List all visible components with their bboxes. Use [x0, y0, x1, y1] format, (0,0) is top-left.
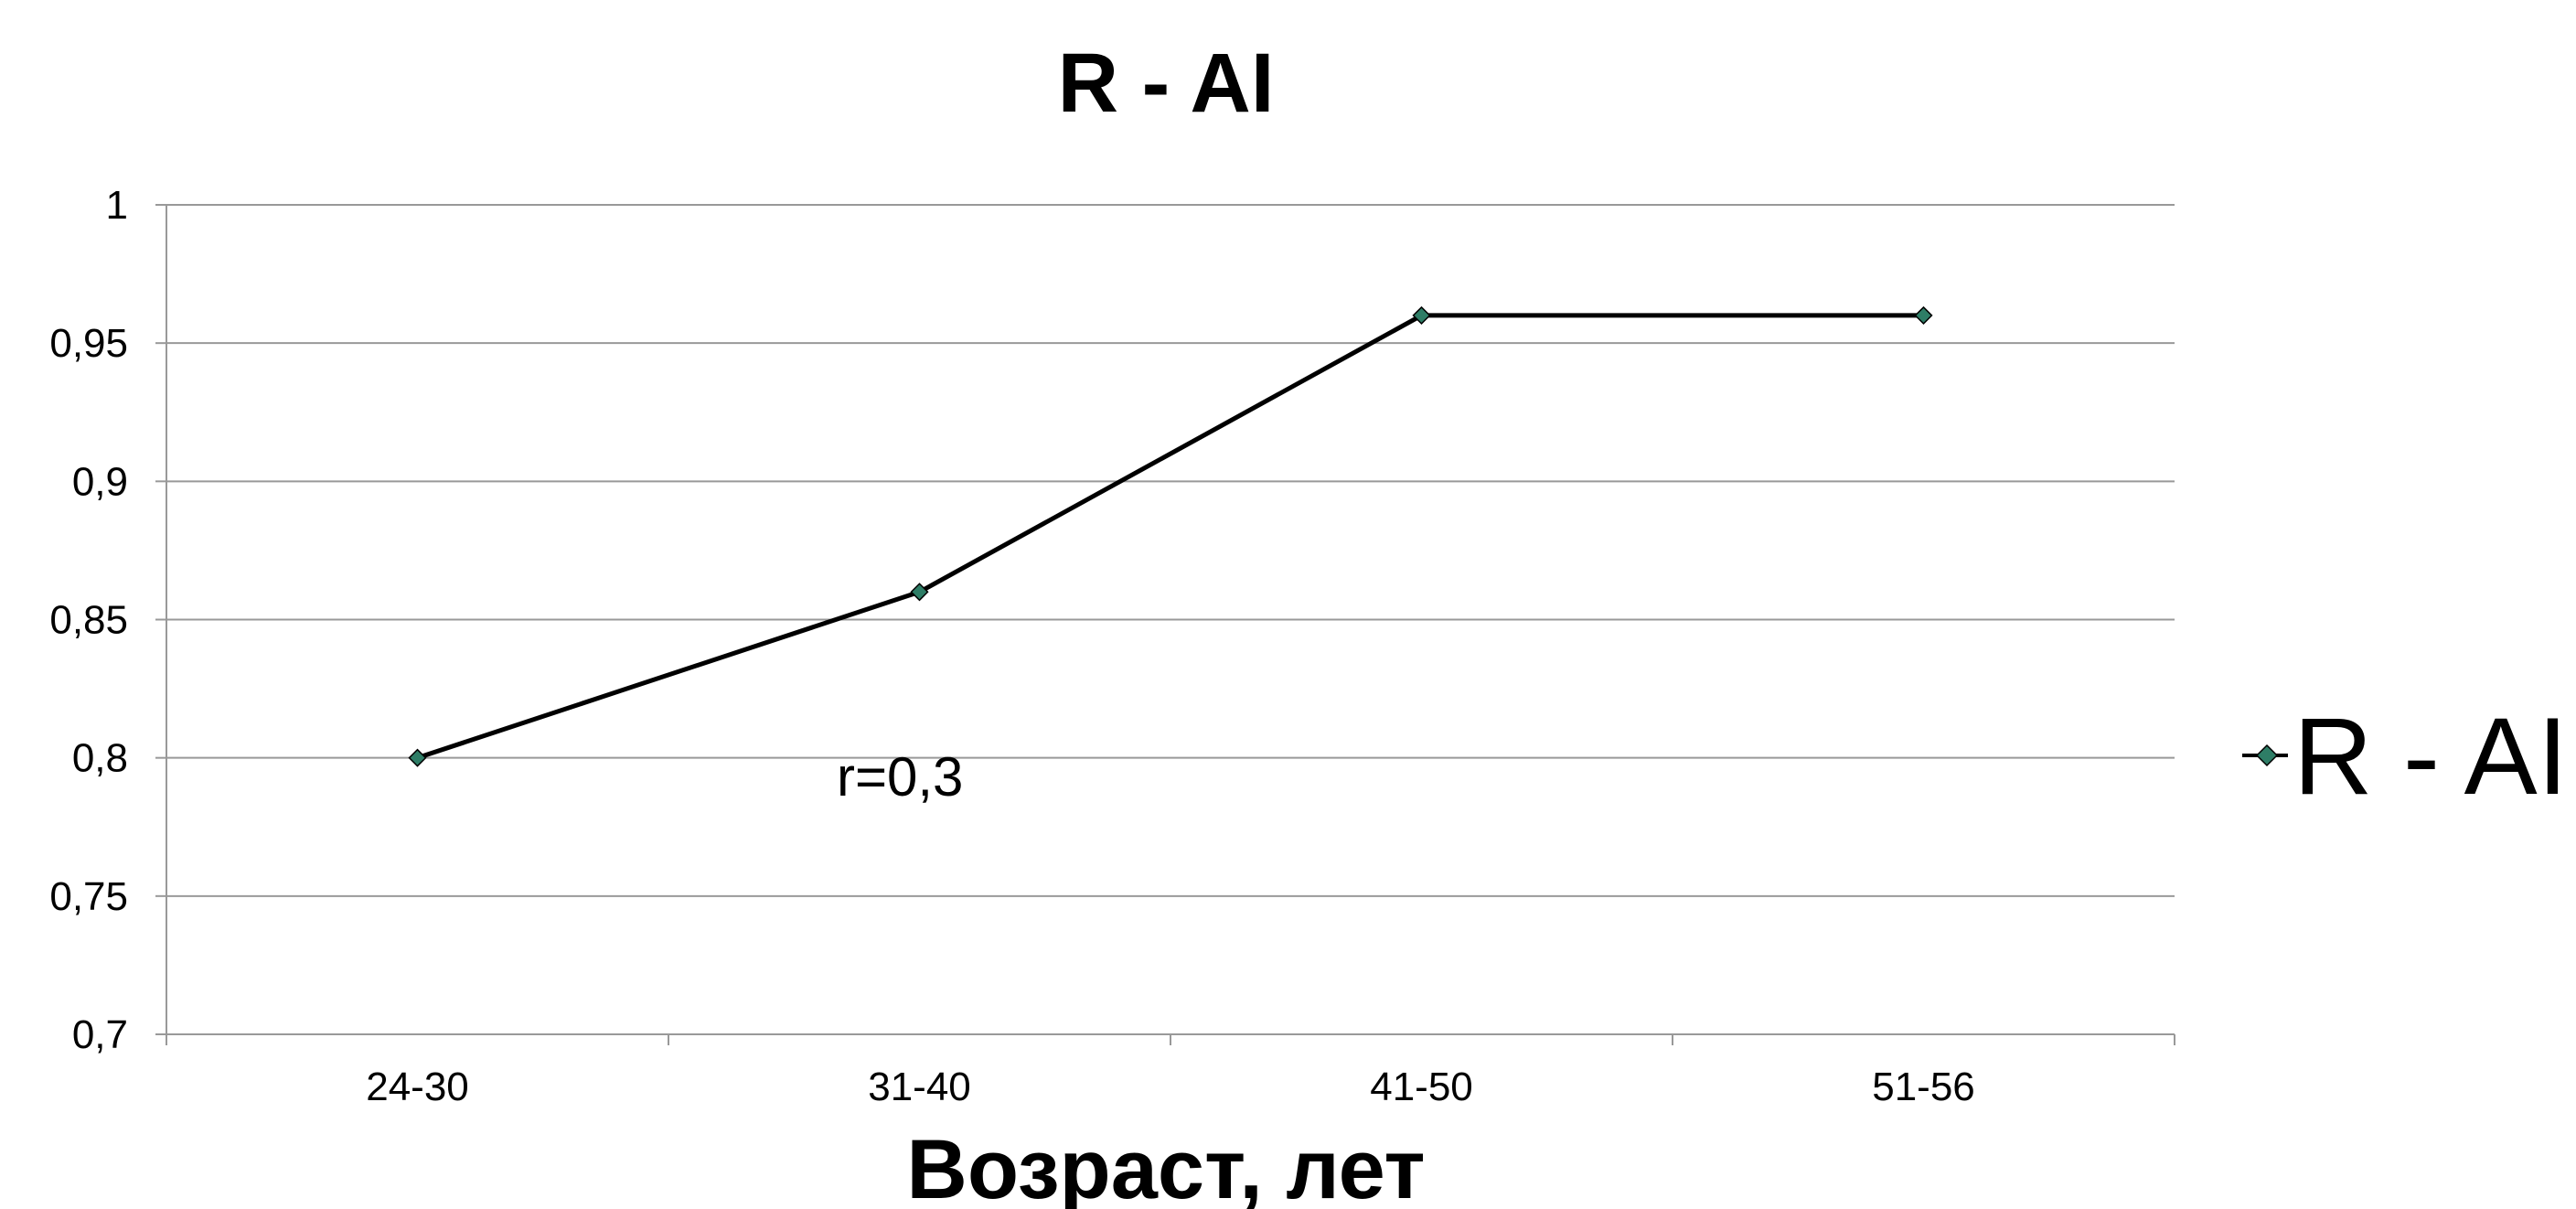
x-tick-labels: 24-30 31-40 41-50 51-56: [366, 1065, 1975, 1109]
y-tick-label: 0,9: [72, 459, 128, 504]
legend: R - AI: [2242, 695, 2568, 818]
x-tick-label: 51-56: [1872, 1065, 1975, 1109]
x-axis-title: Возраст, лет: [906, 1123, 1425, 1209]
y-tick-label: 0,8: [72, 736, 128, 781]
legend-marker: [2255, 744, 2279, 767]
chart-title: R - AI: [1058, 37, 1275, 130]
data-point: [1412, 305, 1431, 325]
data-point: [408, 748, 427, 767]
y-tick-label: 0,7: [72, 1012, 128, 1057]
data-point: [1914, 305, 1933, 325]
y-tick-labels: 0,7 0,75 0,8 0,85 0,9 0,95 1: [49, 183, 128, 1057]
x-tick-label: 41-50: [1370, 1065, 1473, 1109]
legend-label: R - AI: [2293, 695, 2568, 818]
correlation-annotation: r=0,3: [837, 746, 963, 808]
grid: [155, 204, 2175, 1035]
x-tick-label: 31-40: [868, 1065, 971, 1109]
data-point: [910, 583, 929, 602]
series-line: [416, 313, 1924, 761]
y-tick-label: 0,85: [49, 598, 128, 643]
axes: [166, 205, 2175, 1045]
x-tick-label: 24-30: [366, 1065, 469, 1109]
y-tick-label: 0,75: [49, 874, 128, 919]
y-tick-label: 1: [106, 183, 128, 228]
series-r-ai: [408, 305, 1933, 767]
y-tick-label: 0,95: [49, 321, 128, 366]
